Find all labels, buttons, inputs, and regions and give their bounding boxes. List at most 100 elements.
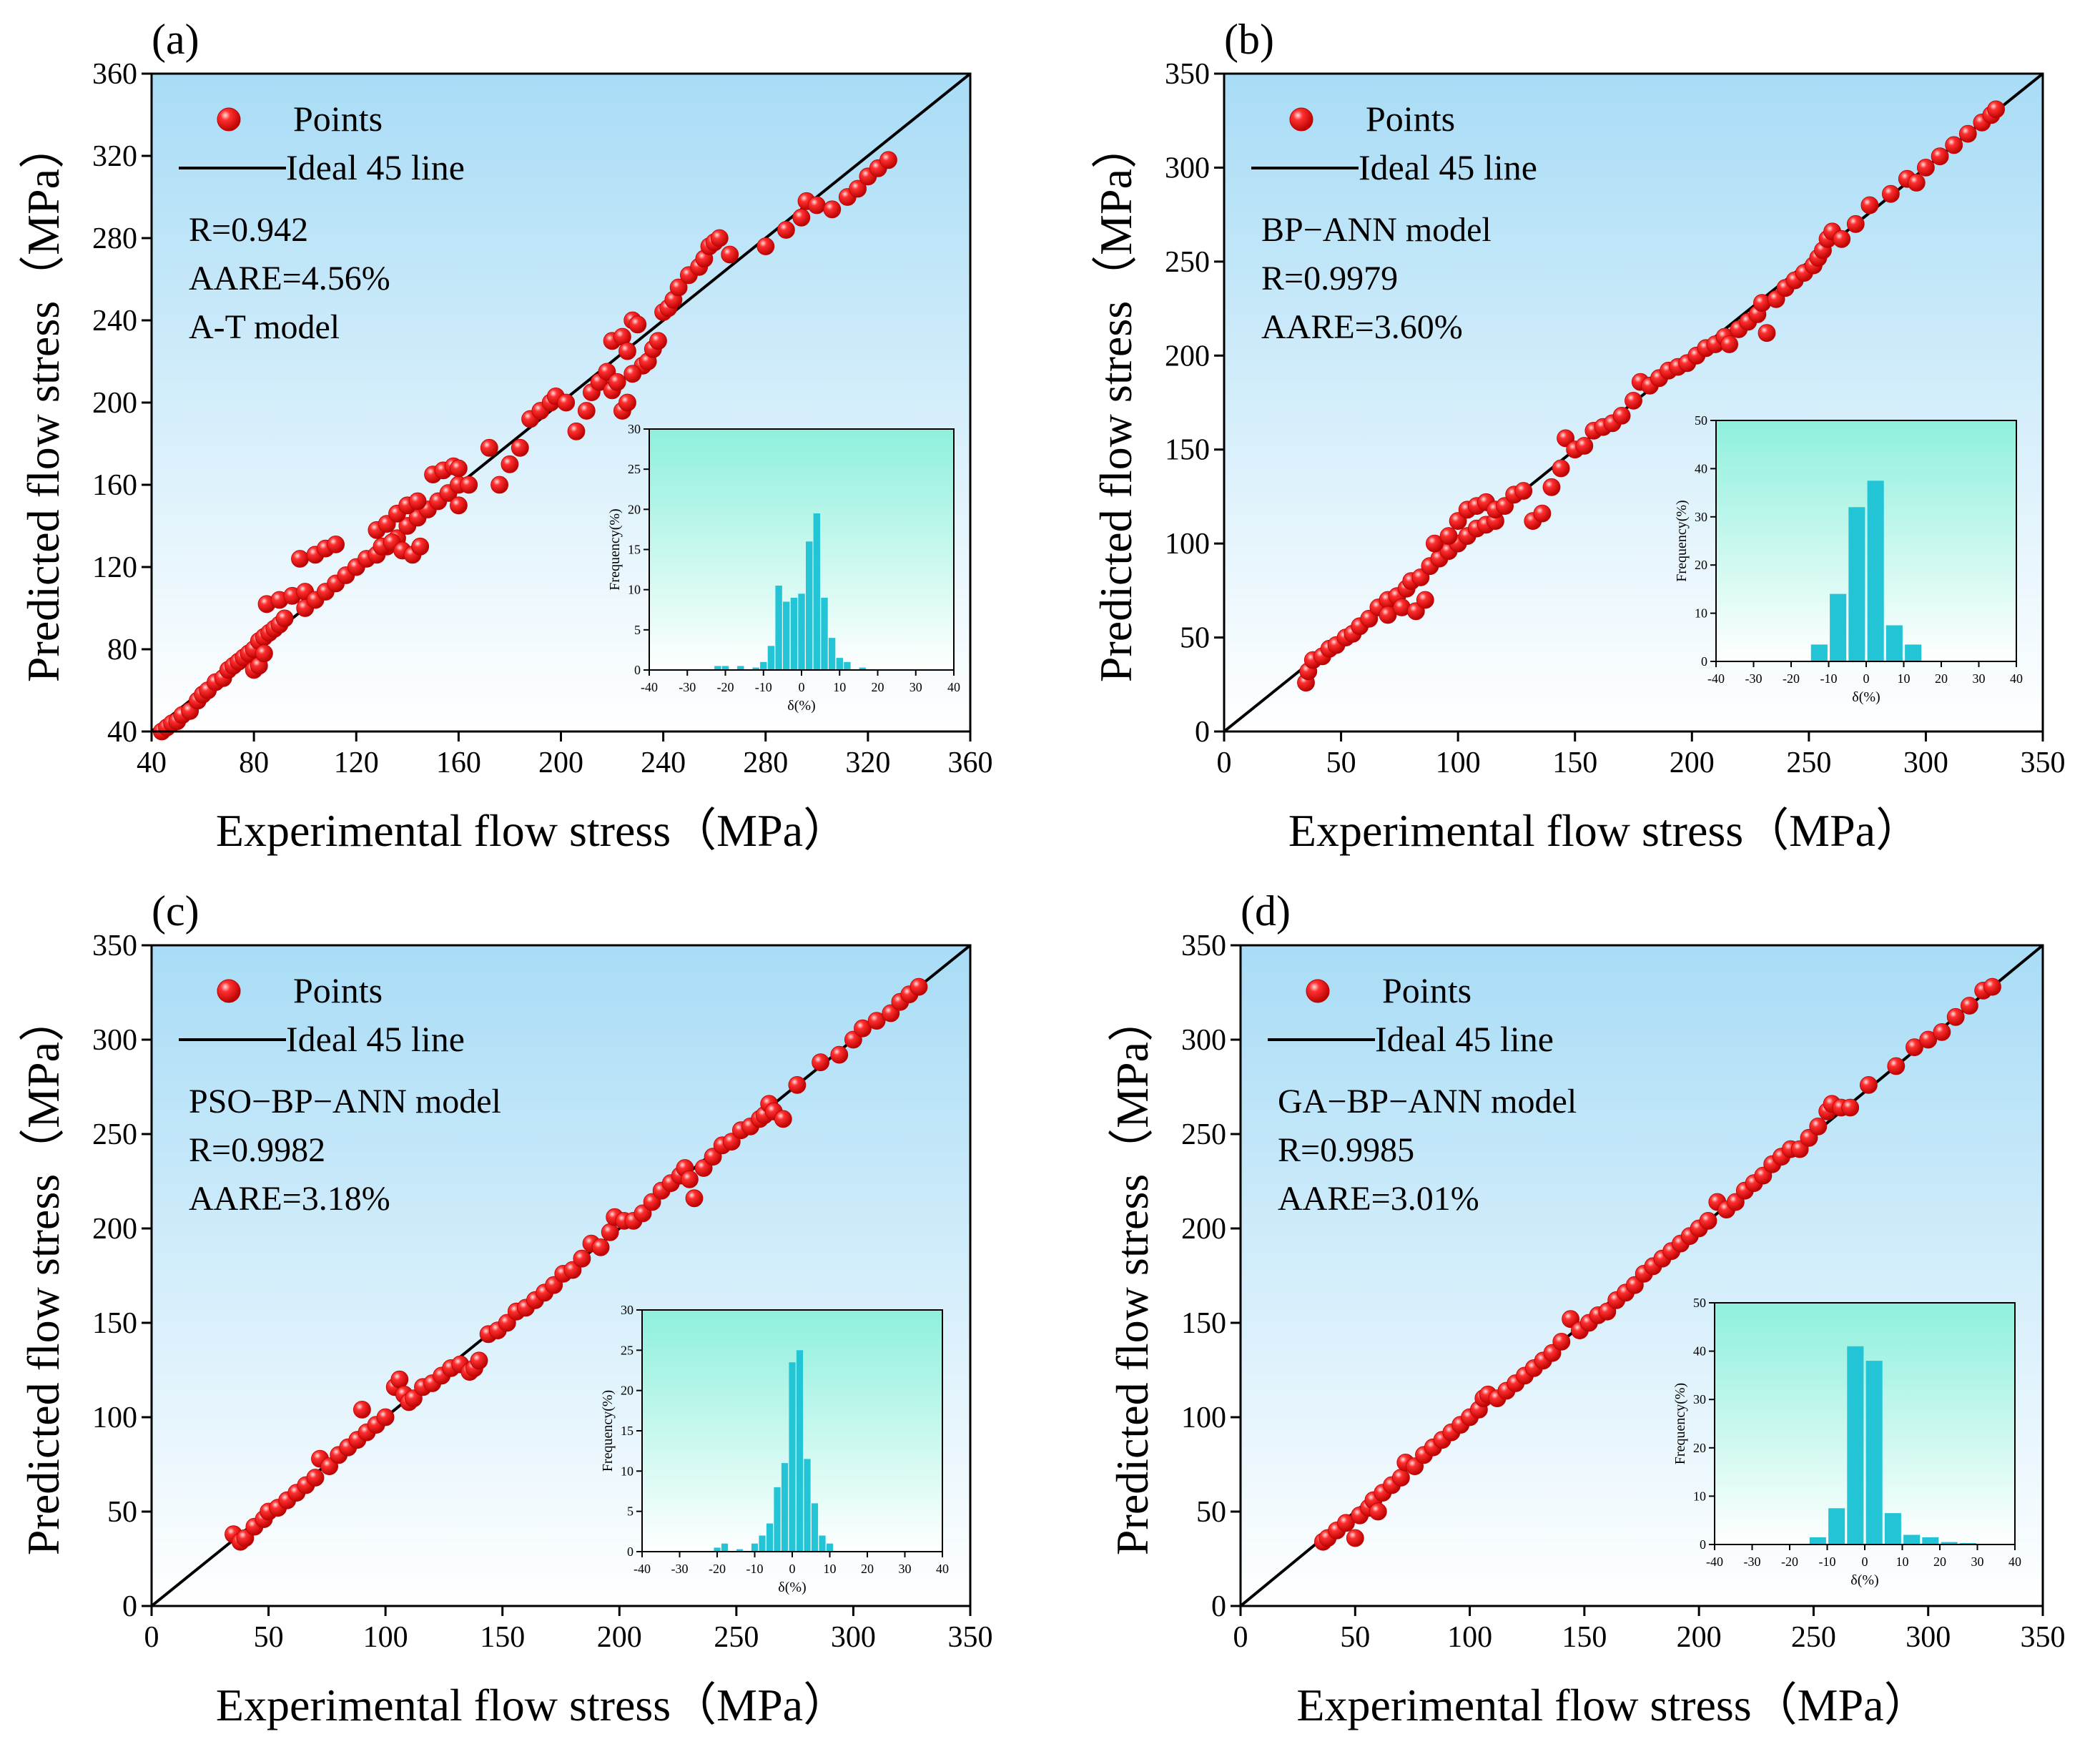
data-point bbox=[511, 438, 529, 457]
data-point bbox=[867, 1012, 886, 1030]
histogram-bar bbox=[737, 666, 744, 670]
x-tick-label: 250 bbox=[1786, 747, 1831, 779]
x-tick-label: 120 bbox=[334, 747, 379, 779]
inset-y-tick-label: 20 bbox=[621, 1384, 634, 1398]
histogram-bar bbox=[798, 593, 805, 670]
data-point bbox=[618, 342, 636, 360]
y-tick-label: 350 bbox=[92, 930, 137, 962]
y-tick-label: 100 bbox=[1181, 1401, 1226, 1434]
data-point bbox=[710, 229, 729, 247]
y-axis-label: Predicted flow stress（MPa） bbox=[18, 996, 69, 1555]
data-point bbox=[1542, 478, 1561, 496]
inset-y-tick-label: 5 bbox=[634, 623, 641, 637]
x-axis-label: Experimental flow stress（MPa） bbox=[1288, 805, 1921, 856]
histogram-bar bbox=[1922, 1537, 1939, 1544]
inset-y-tick-label: 0 bbox=[1700, 1537, 1706, 1552]
x-tick-label: 320 bbox=[845, 747, 890, 779]
histogram-bar bbox=[1903, 1534, 1921, 1544]
inset-x-tick-label: -30 bbox=[679, 680, 696, 694]
y-tick-label: 100 bbox=[92, 1401, 137, 1434]
histogram-bar bbox=[1848, 507, 1865, 661]
x-tick-label: 350 bbox=[948, 1621, 993, 1654]
inset-x-label: δ(%) bbox=[1850, 1572, 1878, 1588]
inset-y-tick-label: 25 bbox=[628, 462, 641, 476]
inset-x-tick-label: 10 bbox=[833, 680, 846, 694]
data-point bbox=[1720, 335, 1739, 353]
y-tick-label: 160 bbox=[92, 469, 137, 502]
histogram-bar bbox=[1809, 1537, 1826, 1544]
data-point bbox=[1881, 184, 1900, 203]
data-point bbox=[849, 179, 867, 198]
data-point bbox=[1552, 459, 1570, 478]
y-tick-label: 300 bbox=[1165, 152, 1210, 184]
histogram-bar bbox=[721, 666, 729, 670]
y-tick-label: 350 bbox=[1181, 930, 1226, 962]
x-tick-label: 0 bbox=[1217, 747, 1232, 779]
legend-points-label: Points bbox=[293, 970, 383, 1010]
data-point bbox=[255, 644, 273, 663]
x-axis-label: Experimental flow stress（MPa） bbox=[216, 805, 849, 856]
histogram-bar bbox=[752, 667, 759, 670]
data-point bbox=[1987, 100, 2006, 119]
inset-x-tick-label: 20 bbox=[872, 680, 884, 694]
y-tick-label: 50 bbox=[107, 1496, 137, 1529]
inset-y-tick-label: 50 bbox=[1695, 413, 1707, 428]
annotation-text: R=0.9979 bbox=[1261, 260, 1398, 297]
panel-label: (a) bbox=[152, 16, 199, 63]
legend-point-marker bbox=[1289, 107, 1313, 132]
histogram-bar bbox=[775, 586, 782, 670]
y-tick-label: 150 bbox=[1181, 1307, 1226, 1340]
data-point bbox=[909, 977, 928, 996]
y-tick-label: 200 bbox=[1165, 340, 1210, 373]
inset-x-tick-label: 10 bbox=[824, 1562, 837, 1576]
data-point bbox=[480, 438, 498, 457]
data-point bbox=[1416, 591, 1434, 609]
histogram-bar bbox=[767, 646, 775, 670]
x-tick-label: 100 bbox=[1447, 1621, 1492, 1654]
data-point bbox=[1887, 1057, 1906, 1075]
annotation-text: AARE=3.60% bbox=[1261, 308, 1463, 346]
x-tick-label: 50 bbox=[1340, 1621, 1370, 1654]
histogram-bar bbox=[759, 1535, 766, 1552]
x-axis-label: Experimental flow stress（MPa） bbox=[216, 1680, 849, 1730]
histogram-bar bbox=[1865, 1361, 1883, 1544]
histogram-bar bbox=[1847, 1346, 1864, 1544]
data-point bbox=[812, 1053, 829, 1072]
data-point bbox=[1841, 1098, 1860, 1117]
data-point bbox=[1916, 158, 1935, 177]
inset-x-tick-label: -40 bbox=[1707, 671, 1725, 686]
data-point bbox=[792, 208, 811, 227]
panel-a: 40 80 120 160 200 240 280 320 360408012016020024… bbox=[18, 16, 993, 856]
inset-x-tick-label: 10 bbox=[1898, 671, 1911, 686]
y-tick-label: 360 bbox=[92, 58, 137, 91]
data-point bbox=[807, 196, 826, 215]
inset-y-tick-label: 20 bbox=[1695, 558, 1707, 572]
histogram-bar bbox=[819, 1535, 826, 1552]
x-tick-label: 150 bbox=[1552, 747, 1597, 779]
inset-y-tick-label: 40 bbox=[1693, 1344, 1706, 1359]
y-tick-label: 250 bbox=[1165, 246, 1210, 279]
data-point bbox=[1379, 606, 1397, 624]
histogram-bar bbox=[859, 667, 866, 670]
x-tick-label: 0 bbox=[1233, 1621, 1248, 1654]
data-point bbox=[408, 492, 427, 511]
inset-x-tick-label: 40 bbox=[947, 680, 960, 694]
data-point bbox=[591, 1238, 610, 1256]
data-point bbox=[1833, 230, 1851, 248]
data-point bbox=[275, 609, 294, 628]
inset-x-tick-label: 0 bbox=[1863, 671, 1870, 686]
x-tick-label: 200 bbox=[538, 747, 583, 779]
data-point bbox=[577, 402, 596, 420]
panel-label: (b) bbox=[1224, 16, 1274, 63]
legend-points-label: Points bbox=[1382, 970, 1472, 1010]
inset-y-tick-label: 30 bbox=[628, 422, 641, 436]
inset-x-tick-label: 0 bbox=[789, 1562, 796, 1576]
histogram-bar bbox=[1828, 1508, 1845, 1544]
data-point bbox=[721, 245, 739, 264]
x-tick-label: 240 bbox=[641, 747, 686, 779]
data-point bbox=[327, 536, 345, 553]
legend-line-label: Ideal 45 line bbox=[286, 1019, 465, 1059]
inset-x-label: δ(%) bbox=[778, 1580, 806, 1595]
data-point bbox=[1552, 1333, 1571, 1351]
